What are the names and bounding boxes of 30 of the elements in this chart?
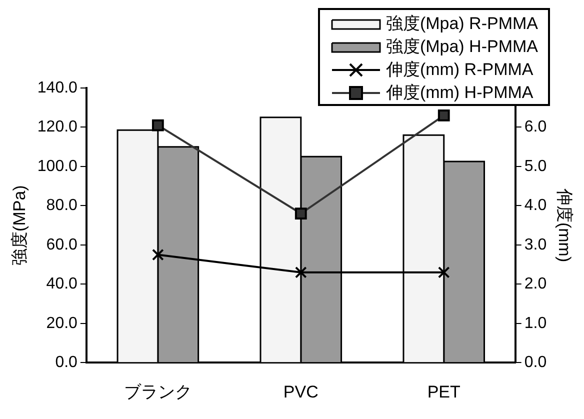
point xyxy=(438,110,450,122)
y-tick-label: 80.0 xyxy=(46,197,78,214)
legend-label: 強度(Mpa) H-PMMA xyxy=(386,36,538,58)
y-tick-label: 140.0 xyxy=(37,79,78,96)
point xyxy=(294,208,307,220)
legend-label: 伸度(mm) R-PMMA xyxy=(386,59,534,81)
legend-label: 伸度(mm) H-PMMA xyxy=(386,82,534,104)
y-tick-label: 120.0 xyxy=(37,118,78,136)
y2-axis-title: 伸度(mm) xyxy=(555,187,574,262)
x-tick-label: ブランク xyxy=(124,382,192,402)
x-tick-label: PVC xyxy=(283,382,318,402)
y2-tick-label: 1.0 xyxy=(524,314,547,332)
legend-label: 強度(Mpa) R-PMMA xyxy=(386,13,538,35)
y2-tick-label: 5.0 xyxy=(524,158,547,175)
point xyxy=(152,248,164,261)
y-axis-title: 強度(MPa) xyxy=(10,185,29,266)
y2-tick-label: 6.0 xyxy=(524,118,547,136)
x-tick-label: PET xyxy=(427,382,460,402)
y2-tick-label: 3.0 xyxy=(524,236,547,254)
point xyxy=(294,266,307,278)
y2-tick-label: 4.0 xyxy=(524,197,547,214)
y-tick-label: 40.0 xyxy=(46,276,78,293)
y2-tick-label: 0.0 xyxy=(524,354,547,372)
y-tick-label: 100.0 xyxy=(37,158,78,175)
point xyxy=(438,266,450,278)
y-tick-label: 60.0 xyxy=(46,236,78,254)
y2-tick-label: 2.0 xyxy=(524,276,547,293)
y-tick-label: 0.0 xyxy=(55,354,78,372)
y-tick-label: 20.0 xyxy=(46,314,78,332)
point xyxy=(152,119,164,132)
